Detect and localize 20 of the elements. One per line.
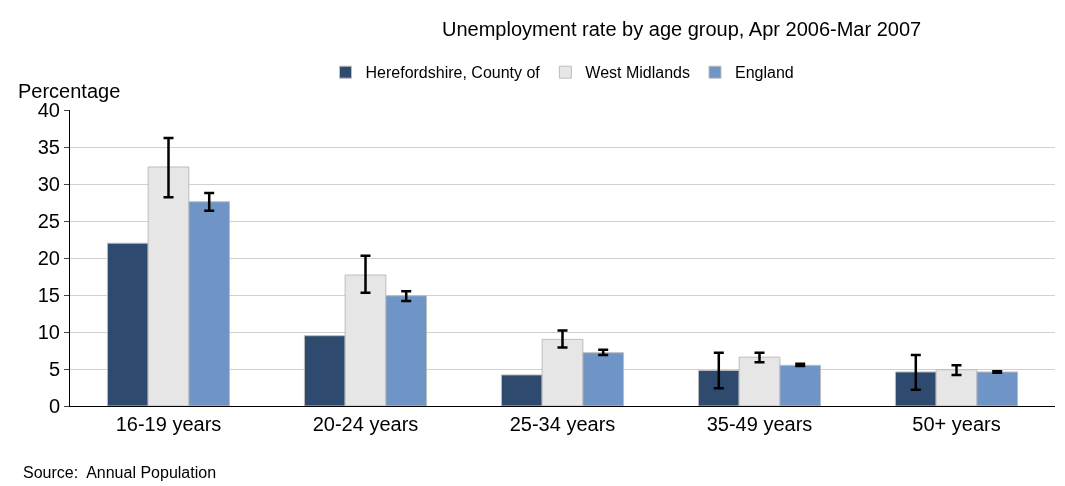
y-tick-label: 35 <box>37 136 60 158</box>
y-tick-label: 0 <box>48 395 60 417</box>
chart-title: Unemployment rate by age group, Apr 2006-Mar 2007 <box>442 17 922 40</box>
x-tick-label: 20-24 years <box>312 413 419 435</box>
y-tick-label: 30 <box>37 173 60 195</box>
y-tick-label: 5 <box>48 358 60 380</box>
source-note: Source: Annual Population <box>23 464 217 481</box>
y-tick-label: 20 <box>37 247 60 269</box>
y-axis-title: Percentage <box>18 80 121 102</box>
x-tick-label: 16-19 years <box>115 413 222 435</box>
legend-label: England <box>735 64 794 82</box>
x-tick-label: 35-49 years <box>706 413 813 435</box>
y-tick-label: 40 <box>37 99 60 121</box>
y-tick-label: 25 <box>37 210 60 232</box>
y-tick-label: 15 <box>37 284 60 306</box>
legend-label: West Midlands <box>585 64 690 82</box>
x-tick-label: 25-34 years <box>509 413 616 435</box>
y-tick-label: 10 <box>37 321 60 343</box>
legend-label: Herefordshire, County of <box>365 64 541 82</box>
x-tick-label: 50+ years <box>912 413 1001 435</box>
